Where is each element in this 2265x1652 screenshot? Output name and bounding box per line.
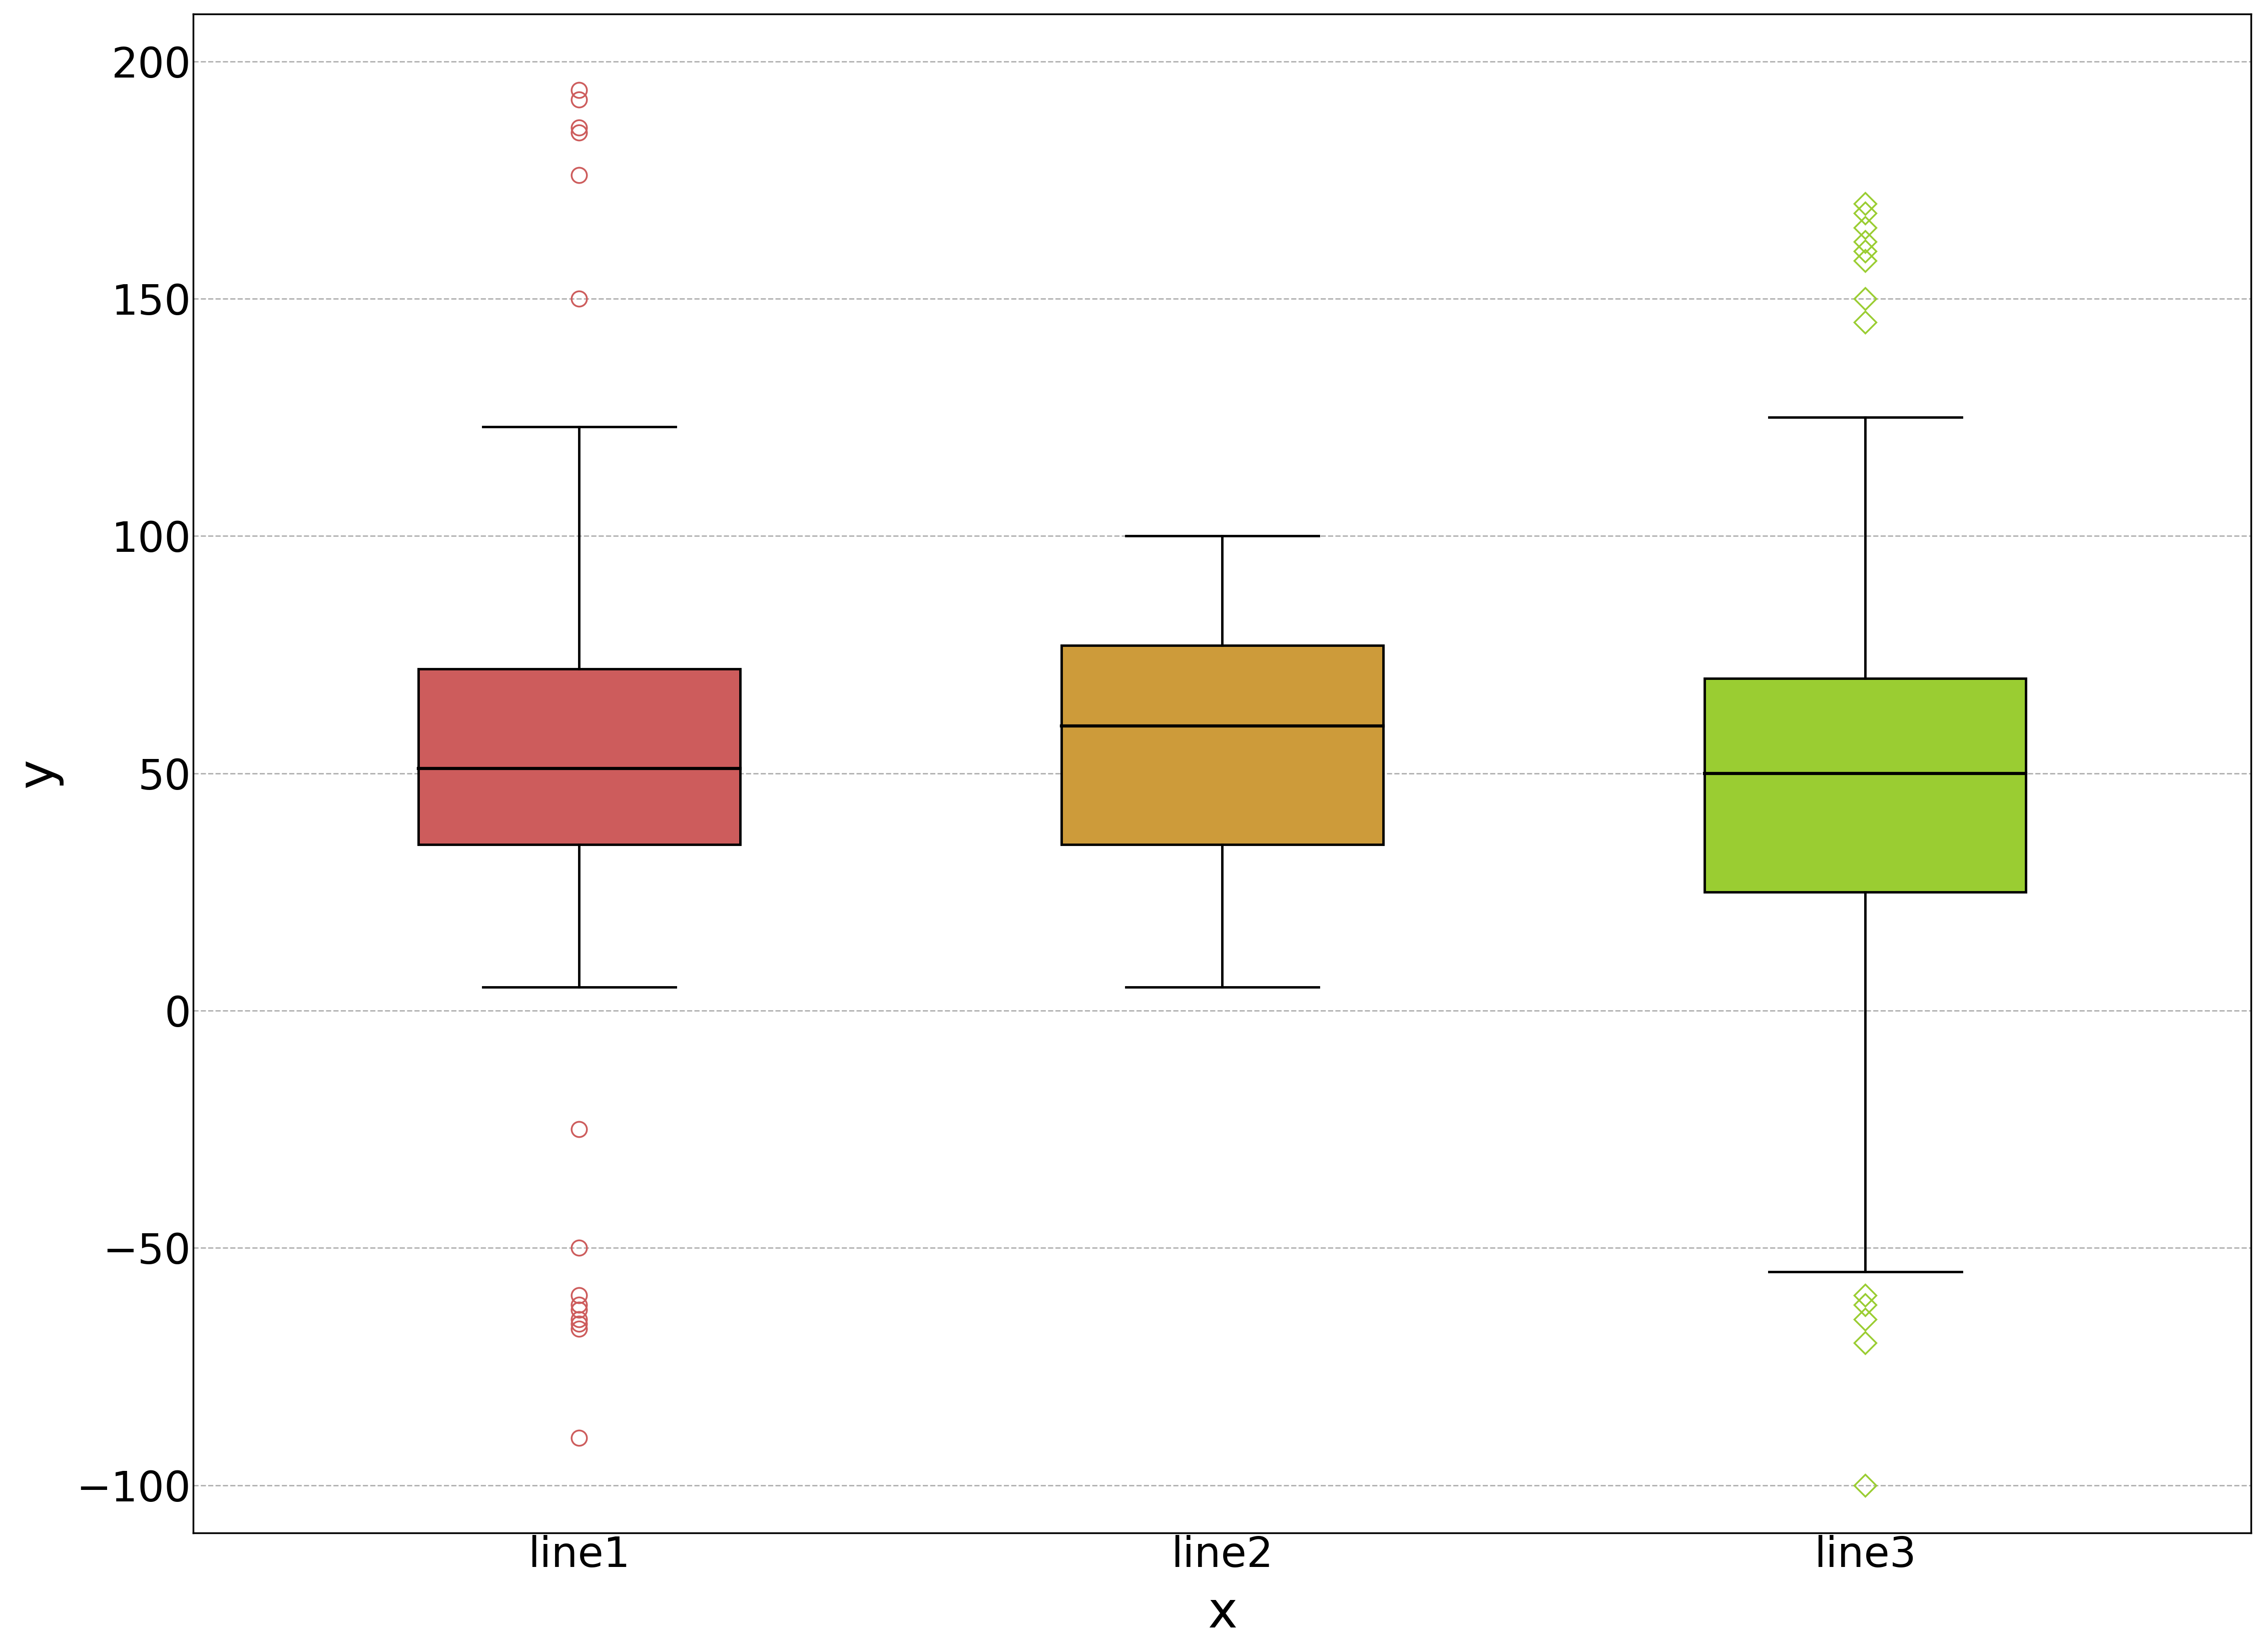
Bar: [1062, 646, 1384, 844]
X-axis label: x: x: [1207, 1589, 1237, 1639]
Bar: [419, 669, 741, 844]
Y-axis label: y: y: [14, 758, 63, 788]
Bar: [1706, 679, 2025, 892]
